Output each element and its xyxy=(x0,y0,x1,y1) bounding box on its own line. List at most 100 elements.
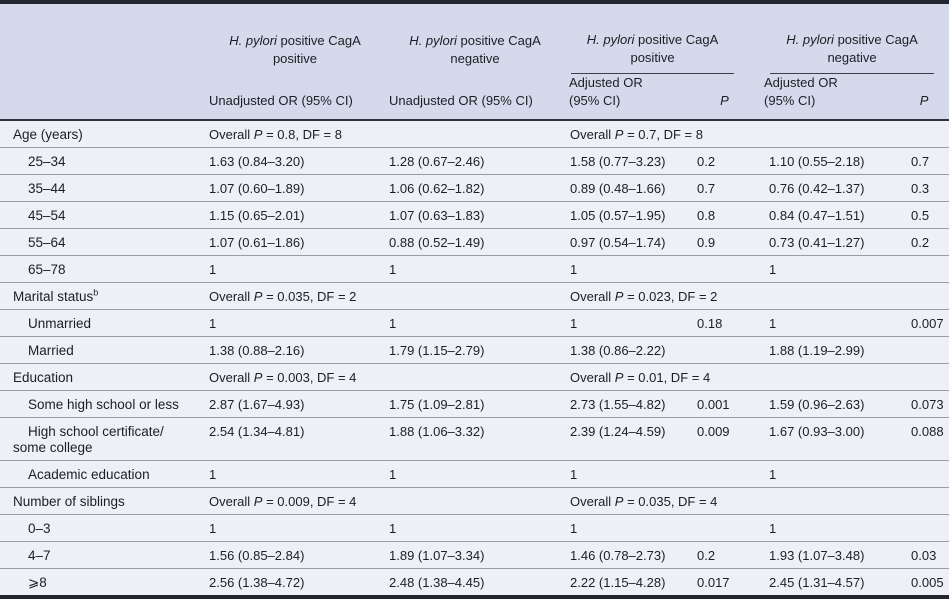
empty-corner-cell xyxy=(0,2,205,74)
overall-p-cell: Overall P = 0.8, DF = 8 xyxy=(205,120,565,148)
p-value-cell: 0.2 xyxy=(685,147,761,175)
adjusted-or-line2: (95% CI) xyxy=(764,92,816,108)
group-title-line2: negative xyxy=(827,49,877,65)
or-ci-cell: 1 xyxy=(760,255,896,283)
adjusted-or-header-1: Adjusted OR (95% CI) xyxy=(565,74,685,122)
p-value-cell: 0.8 xyxy=(685,201,761,229)
section-label-text: Age (years) xyxy=(13,127,83,143)
or-ci-cell: 1.28 (0.67–2.46) xyxy=(385,147,565,175)
subcolumn-header-row: Unadjusted OR (95% CI) Unadjusted OR (95… xyxy=(0,74,949,122)
species-name: H. pylori xyxy=(786,31,834,47)
overall-post: = 0.035, DF = 4 xyxy=(623,494,718,510)
section-label-text: Number of siblings xyxy=(13,494,125,510)
overall-pre: Overall xyxy=(209,494,254,510)
p-value-cell: 0.073 xyxy=(895,390,949,418)
row-label: ⩾8 xyxy=(0,568,205,598)
species-name: H. pylori xyxy=(229,32,277,48)
row-label: 4–7 xyxy=(0,541,205,569)
table-row: 45–54 1.15 (0.65–2.01) 1.07 (0.63–1.83) … xyxy=(0,201,949,229)
table-body: Age (years) Overall P = 0.8, DF = 8 Over… xyxy=(0,120,949,598)
or-ci-cell: 0.89 (0.48–1.66) xyxy=(565,174,685,202)
or-ci-cell: 1 xyxy=(760,460,896,488)
or-ci-cell: 1 xyxy=(565,309,685,337)
or-ci-cell: 1.75 (1.09–2.81) xyxy=(385,390,565,418)
or-ci-cell: 1.63 (0.84–3.20) xyxy=(205,147,385,175)
section-label: Education xyxy=(0,363,205,391)
or-ci-cell: 1 xyxy=(205,255,385,283)
table-row: 55–64 1.07 (0.61–1.86) 0.88 (0.52–1.49) … xyxy=(0,228,949,256)
adjusted-or-line1: Adjusted OR xyxy=(569,75,643,90)
group-title-text: positive CagA xyxy=(456,32,541,48)
overall-pre: Overall xyxy=(209,370,254,386)
or-ci-cell: 1 xyxy=(205,460,385,488)
p-value-cell: 0.088 xyxy=(895,417,949,461)
overall-pre: Overall xyxy=(570,494,615,510)
or-ci-cell: 1 xyxy=(385,460,565,488)
p-value-cell xyxy=(685,460,761,488)
p-value-cell xyxy=(895,336,949,364)
p-value-cell: 0.7 xyxy=(895,147,949,175)
p-symbol: P xyxy=(614,127,624,143)
table-row: Some high school or less 2.87 (1.67–4.93… xyxy=(0,390,949,418)
group-spanner-rule: H. pylori positive CagA negative xyxy=(770,31,935,74)
overall-p-cell: Overall P = 0.023, DF = 2 xyxy=(565,282,949,310)
p-value-cell: 0.005 xyxy=(895,568,949,598)
or-ci-cell: 2.54 (1.34–4.81) xyxy=(205,417,385,461)
p-symbol: P xyxy=(614,289,624,305)
or-ci-cell: 1.05 (0.57–1.95) xyxy=(565,201,685,229)
section-label: Number of siblings xyxy=(0,487,205,515)
row-label: High school certificate/some college xyxy=(0,417,205,461)
row-label: 55–64 xyxy=(0,228,205,256)
overall-pre: Overall xyxy=(570,370,615,386)
row-label: 45–54 xyxy=(0,201,205,229)
adjusted-or-line1: Adjusted OR xyxy=(764,75,838,90)
or-ci-cell: 1.46 (0.78–2.73) xyxy=(565,541,685,569)
overall-p-cell: Overall P = 0.003, DF = 4 xyxy=(205,363,565,391)
p-value-cell: 0.7 xyxy=(685,174,761,202)
adjusted-or-header-2: Adjusted OR (95% CI) xyxy=(760,74,896,122)
adjusted-or-line2: (95% CI) xyxy=(569,92,621,108)
row-label: Married xyxy=(0,336,205,364)
empty-corner-cell xyxy=(0,74,205,122)
p-value-cell xyxy=(895,460,949,488)
group-title-text: positive CagA xyxy=(833,31,918,47)
row-label-line1: High school certificate/ xyxy=(28,424,164,440)
or-ci-cell: 0.84 (0.47–1.51) xyxy=(760,201,896,229)
section-row-siblings: Number of siblings Overall P = 0.009, DF… xyxy=(0,487,949,515)
row-label: Unmarried xyxy=(0,309,205,337)
overall-pre: Overall xyxy=(209,127,254,143)
or-ci-cell: 1.07 (0.61–1.86) xyxy=(205,228,385,256)
species-name: H. pylori xyxy=(586,31,635,47)
or-ci-cell: 1.59 (0.96–2.63) xyxy=(760,390,896,418)
column-group-header-1: H. pylori positive CagA positive xyxy=(205,2,385,74)
group-title-line2: positive xyxy=(272,50,318,66)
p-value-cell: 0.007 xyxy=(895,309,949,337)
or-ci-cell: 2.22 (1.15–4.28) xyxy=(565,568,685,598)
section-label-text: Education xyxy=(13,370,74,386)
group-header-row: H. pylori positive CagA positive H. pylor… xyxy=(0,2,949,74)
column-group-header-2: H. pylori positive CagA negative xyxy=(385,2,565,74)
overall-post: = 0.035, DF = 2 xyxy=(262,289,357,305)
table-header: H. pylori positive CagA positive H. pylor… xyxy=(0,2,949,122)
section-row-marital-status: Marital statusb Overall P = 0.035, DF = … xyxy=(0,282,949,310)
or-ci-cell: 1 xyxy=(385,514,565,542)
unadjusted-or-header-2: Unadjusted OR (95% CI) xyxy=(385,74,565,122)
p-value-cell xyxy=(685,336,761,364)
overall-pre: Overall xyxy=(570,127,615,143)
or-ci-cell: 1.79 (1.15–2.79) xyxy=(385,336,565,364)
p-value-cell: 0.03 xyxy=(895,541,949,569)
overall-p-cell: Overall P = 0.01, DF = 4 xyxy=(565,363,949,391)
table-row: 25–34 1.63 (0.84–3.20) 1.28 (0.67–2.46) … xyxy=(0,147,949,175)
p-value-cell: 0.9 xyxy=(685,228,761,256)
or-ci-cell: 2.39 (1.24–4.59) xyxy=(565,417,685,461)
table-row: 0–3 1 1 1 1 xyxy=(0,514,949,542)
section-label: Age (years) xyxy=(0,120,205,148)
row-label: 65–78 xyxy=(0,255,205,283)
row-label: Some high school or less xyxy=(0,390,205,418)
or-ci-cell: 1 xyxy=(385,309,565,337)
table-row: ⩾8 2.56 (1.38–4.72) 2.48 (1.38–4.45) 2.2… xyxy=(0,568,949,598)
unadjusted-or-header-1: Unadjusted OR (95% CI) xyxy=(205,74,385,122)
p-value-cell xyxy=(895,255,949,283)
p-column-header-1: P xyxy=(685,74,761,122)
